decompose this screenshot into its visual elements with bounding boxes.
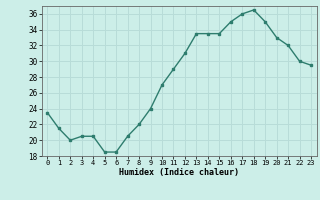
X-axis label: Humidex (Indice chaleur): Humidex (Indice chaleur) bbox=[119, 168, 239, 177]
